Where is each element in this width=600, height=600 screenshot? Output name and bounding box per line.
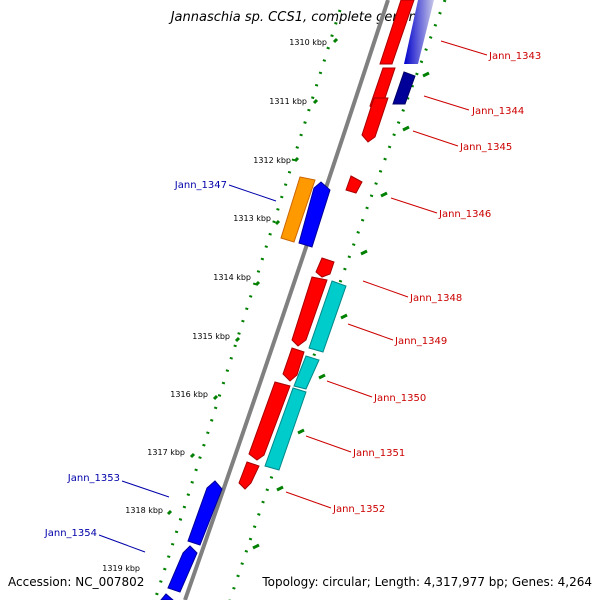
gene-label-jann-1345[interactable]: Jann_1345 <box>459 142 512 153</box>
leader-line-jann-1348 <box>362 280 409 298</box>
tick-label-1319: 1319 kbp <box>102 564 140 573</box>
tick-label-1311: 1311 kbp <box>269 97 307 106</box>
gene-arrow-jann-1351[interactable] <box>248 381 291 461</box>
tick-mark <box>422 71 430 78</box>
tick-label-1315: 1315 kbp <box>192 332 230 341</box>
gene-arrow-jann-1344-reverse[interactable] <box>392 71 416 105</box>
gene-arrow-jann-1348[interactable] <box>315 257 335 278</box>
gene-label-jann-1350[interactable]: Jann_1350 <box>373 393 426 404</box>
leader-line-jann-1346 <box>390 197 438 214</box>
leader-line-jann-1349 <box>347 323 394 341</box>
tick-mark <box>212 394 219 401</box>
gene-arrow-jann-1346[interactable] <box>345 175 363 194</box>
gene-arrow-jann-1349[interactable] <box>291 276 328 347</box>
tick-label-1317: 1317 kbp <box>147 448 185 457</box>
genome-title: Jannaschia sp. CCS1, complete genome <box>170 10 430 25</box>
gene-arrow-jann-1352[interactable] <box>238 461 260 490</box>
tick-mark <box>254 280 261 287</box>
genome-backbone-line <box>183 0 390 600</box>
tick-mark <box>166 509 173 516</box>
topology-summary: Topology: circular; Length: 4,317,977 bp… <box>262 575 592 589</box>
leader-line-jann-1347 <box>228 184 277 202</box>
gene-arrow-jann-1350[interactable] <box>282 347 305 382</box>
leader-line-jann-1350 <box>326 380 373 398</box>
gene-label-jann-1354[interactable]: Jann_1354 <box>44 528 97 539</box>
gene-feature-jann-1351-cyan[interactable] <box>264 387 307 471</box>
gene-label-jann-1351[interactable]: Jann_1351 <box>352 448 405 459</box>
gene-arrow-jann-1353[interactable] <box>187 480 223 546</box>
tick-mark <box>380 191 388 198</box>
tick-mark <box>252 543 260 550</box>
tick-mark <box>274 219 281 226</box>
gene-feature-jann-1350-cyan[interactable] <box>293 355 320 390</box>
gene-label-jann-1344[interactable]: Jann_1344 <box>471 106 524 117</box>
tick-mark <box>340 313 348 320</box>
leader-line-jann-1352 <box>285 491 332 509</box>
gene-feature-jann-1349-cyan[interactable] <box>308 280 347 353</box>
gene-arrow-jann-1343[interactable] <box>379 0 415 65</box>
kbp-tick-labels: 1310 kbp 1311 kbp 1312 kbp 1313 kbp 1314… <box>102 38 327 573</box>
tick-mark <box>297 428 305 435</box>
tick-label-1314: 1314 kbp <box>213 273 251 282</box>
gene-label-jann-1346[interactable]: Jann_1346 <box>438 209 491 220</box>
tick-mark <box>234 336 241 343</box>
tick-label-1313: 1313 kbp <box>233 214 271 223</box>
leader-line-jann-1344 <box>423 95 470 111</box>
tick-mark <box>189 452 196 459</box>
gene-arrow-jann-1347[interactable] <box>298 181 331 248</box>
tick-label-1316: 1316 kbp <box>170 390 208 399</box>
gene-label-jann-1348[interactable]: Jann_1348 <box>409 293 462 304</box>
label-leader-lines <box>98 40 488 553</box>
gene-arrow-partial-bottom[interactable] <box>160 593 174 600</box>
tick-label-1310: 1310 kbp <box>289 38 327 47</box>
gene-label-jann-1353[interactable]: Jann_1353 <box>67 473 120 484</box>
leader-line-jann-1343 <box>440 40 488 56</box>
tick-mark <box>276 485 284 492</box>
tick-mark <box>360 249 368 256</box>
tick-mark <box>402 125 410 132</box>
gene-label-jann-1349[interactable]: Jann_1349 <box>394 336 447 347</box>
tick-label-1312: 1312 kbp <box>253 156 291 165</box>
gene-arrow-jann-1343-faded[interactable] <box>404 0 434 64</box>
gene-arrow-jann-1345[interactable] <box>361 97 389 143</box>
gene-labels: Jann_1343 Jann_1344 Jann_1345 Jann_1346 … <box>44 51 541 539</box>
gene-label-jann-1343[interactable]: Jann_1343 <box>488 51 541 62</box>
gene-features <box>160 0 434 600</box>
gene-label-jann-1352[interactable]: Jann_1352 <box>332 504 385 515</box>
leader-line-jann-1354 <box>98 534 146 553</box>
leader-line-jann-1351 <box>305 435 352 453</box>
tick-mark <box>312 98 319 105</box>
gene-label-jann-1347[interactable]: Jann_1347 <box>174 180 227 191</box>
gene-arrow-jann-1347-orange[interactable] <box>280 176 316 243</box>
accession-label: Accession: NC_007802 <box>8 575 145 589</box>
tick-mark <box>318 373 326 380</box>
outer-track-tick-marks <box>166 37 339 516</box>
inner-track-tick-marks <box>252 71 430 550</box>
tick-label-1318: 1318 kbp <box>125 506 163 515</box>
leader-line-jann-1353 <box>121 480 170 498</box>
tick-mark <box>293 156 300 163</box>
leader-line-jann-1345 <box>412 130 459 147</box>
tick-mark <box>332 37 339 44</box>
gene-arrow-jann-1354[interactable] <box>167 545 198 593</box>
